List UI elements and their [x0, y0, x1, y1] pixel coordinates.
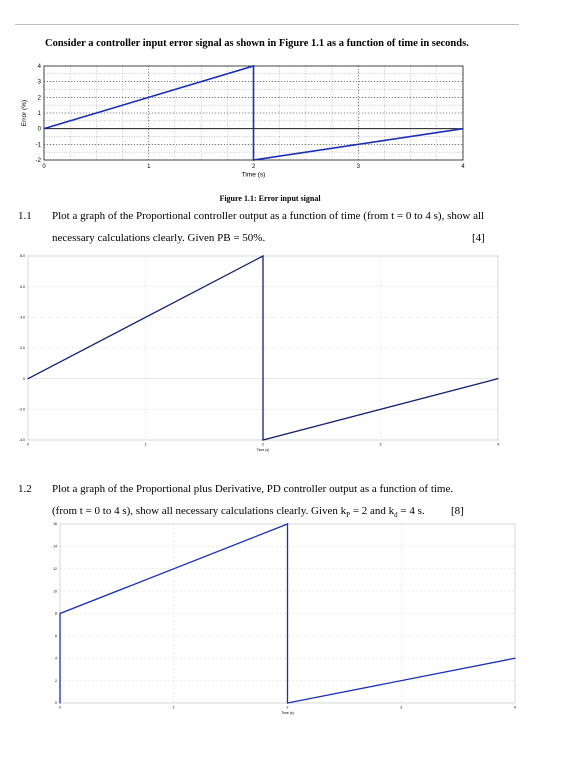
x-axis-label: Time (s) [257, 448, 270, 452]
kp-subscript: P [346, 511, 351, 520]
x-tick-label: 1 [173, 706, 175, 710]
question-1-2-tail: = 4 s. [397, 505, 425, 517]
question-1-1-line1: Plot a graph of the Proportional control… [52, 210, 485, 222]
x-tick-label: 2 [287, 706, 289, 710]
y-tick-label: 0 [55, 701, 57, 705]
top-rule [15, 24, 519, 25]
y-tick-label: 4.0 [20, 316, 25, 320]
x-tick-label: 3 [380, 443, 382, 447]
y-tick-label: 16 [53, 522, 57, 526]
x-axis-label: Time (s) [242, 172, 266, 179]
y-tick-label: 8.0 [20, 254, 25, 258]
y-tick-label: 0 [38, 127, 42, 133]
x-tick-label: 1 [147, 164, 151, 170]
kd-subscript: d [394, 511, 398, 520]
data-point [252, 159, 255, 161]
data-point [59, 612, 61, 615]
question-1-2-mid: = 2 and k [350, 505, 395, 517]
x-tick-label: 0 [59, 706, 61, 710]
y-tick-label: 12 [53, 567, 57, 571]
y-tick-label: 2 [55, 679, 57, 683]
y-tick-label: 8 [55, 612, 57, 616]
data-point [43, 128, 45, 130]
data-point [286, 702, 289, 704]
x-tick-label: 0 [27, 443, 29, 447]
data-point [262, 255, 264, 257]
data-point [514, 657, 516, 659]
x-tick-label: 0 [42, 164, 46, 170]
y-tick-label: 2.0 [20, 346, 25, 350]
y-tick-label: -4.0 [19, 438, 25, 442]
question-1-1-line2: necessary calculations clearly. Given PB… [52, 232, 266, 244]
intro-text: Consider a controller input error signal… [45, 38, 469, 49]
y-tick-label: 10 [53, 589, 57, 593]
x-tick-label: 3 [400, 706, 402, 710]
question-1-1-marks: [4] [472, 232, 485, 244]
question-1-2-line1: Plot a graph of the Proportional plus De… [52, 483, 454, 495]
series-line [27, 254, 499, 441]
data-point [497, 378, 499, 380]
data-point [59, 702, 61, 704]
y-tick-label: 4 [38, 64, 42, 70]
x-tick-label: 4 [461, 164, 465, 170]
data-point [252, 65, 255, 67]
y-tick-label: 1 [38, 111, 42, 117]
data-point [262, 439, 264, 441]
y-tick-label: -1 [36, 142, 42, 148]
x-axis-label: Time (s) [281, 711, 294, 715]
x-tick-label: 2 [252, 164, 256, 170]
x-tick-label: 1 [145, 443, 147, 447]
x-tick-label: 4 [497, 443, 499, 447]
y-tick-label: 6.0 [20, 285, 25, 289]
y-tick-label: 14 [53, 545, 57, 549]
question-1-2-line2-text: (from t = 0 to 4 s), show all necessary … [52, 505, 347, 517]
x-tick-label: 4 [514, 706, 516, 710]
figure-caption: Figure 1.1: Error input signal [219, 194, 321, 203]
y-tick-label: 3 [38, 80, 42, 86]
question-number-1-2: 1.2 [18, 483, 32, 495]
question-number-1-1: 1.1 [18, 210, 32, 222]
y-tick-label: 0 [23, 377, 25, 381]
question-1-2-marks: [8] [451, 505, 464, 517]
y-axis-label: Error (%) [21, 100, 28, 126]
question-1-2-line2: (from t = 0 to 4 s), show all necessary … [52, 500, 425, 526]
x-tick-label: 3 [357, 164, 361, 170]
y-tick-label: -2 [36, 158, 42, 164]
x-tick-label: 2 [262, 443, 264, 447]
y-tick-label: 4 [55, 656, 57, 660]
series-line [43, 64, 464, 161]
y-tick-label: -2.0 [19, 408, 25, 412]
data-point [27, 378, 29, 380]
y-tick-label: 2 [38, 95, 42, 101]
data-point [462, 128, 464, 130]
y-tick-label: 6 [55, 634, 57, 638]
data-point [286, 523, 289, 525]
